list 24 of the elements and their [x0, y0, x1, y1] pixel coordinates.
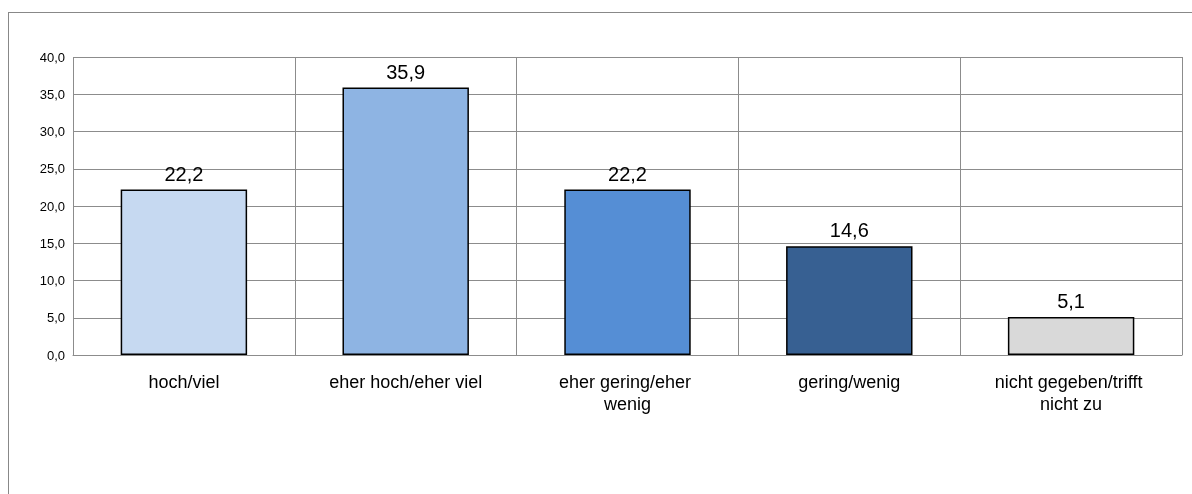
data-label: 5,1 [1057, 290, 1086, 313]
x-tick-label: eher gering/eher wenig [558, 372, 697, 414]
y-tick-label: 30,0 [39, 124, 65, 139]
data-label: 22,2 [164, 162, 204, 185]
x-tick-label: eher hoch/eher viel [329, 372, 483, 392]
x-tick-label: gering/wenig [798, 372, 901, 392]
y-tick-label: 5,0 [46, 310, 65, 326]
x-tick-label: hoch/viel [148, 372, 220, 392]
x-tick-label: nicht gegeben/trifft nicht zu [994, 372, 1148, 414]
bar [564, 189, 691, 355]
y-tick-label: 35,0 [39, 86, 65, 102]
data-label: 22,2 [608, 162, 647, 185]
bar [342, 87, 469, 355]
y-tick-label: 25,0 [39, 161, 65, 177]
bar [786, 246, 913, 355]
y-tick-label: 15,0 [39, 235, 65, 251]
data-label: 14,6 [829, 219, 869, 242]
y-tick-label: 20,0 [39, 198, 65, 214]
y-tick-label: 40,0 [39, 49, 65, 65]
y-tick-label: 0,0 [46, 347, 65, 363]
bar [1007, 317, 1135, 355]
bar [120, 189, 248, 355]
data-label: 35,9 [386, 60, 426, 83]
y-tick-label: 10,0 [39, 273, 65, 288]
